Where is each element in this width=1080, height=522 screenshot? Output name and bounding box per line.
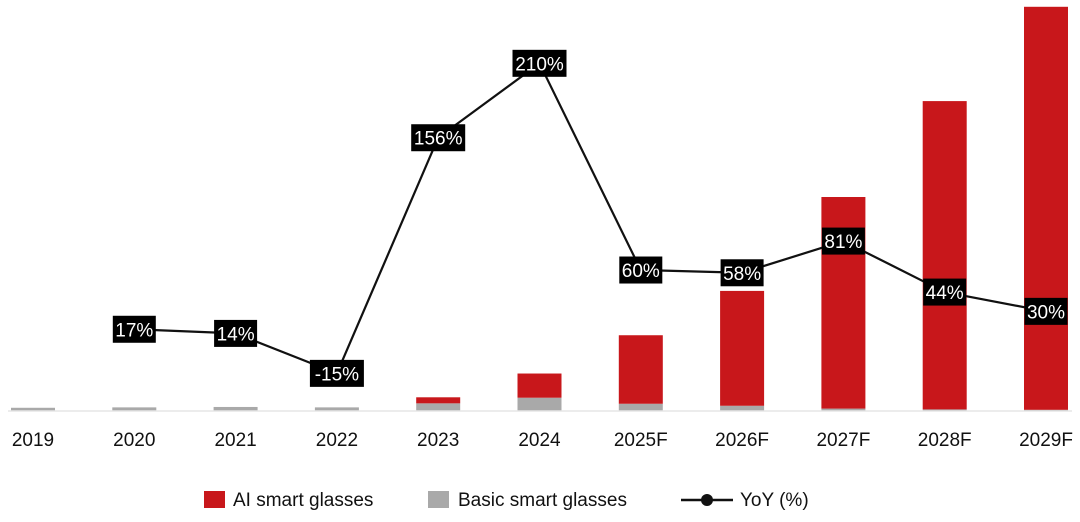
yoy-label-text: 30% [1027,302,1065,323]
yoy-label-text: 44% [926,283,964,304]
legend: AI smart glasses Basic smart glasses YoY (… [204,490,809,511]
yoy-label-box [720,259,764,287]
yoy-label-text: 17% [115,320,153,341]
yoy-label-2027F: 81% [821,227,865,255]
x-tick-label: 2028F [918,430,972,451]
legend-label-basic: Basic smart glasses [458,490,627,511]
yoy-label-box [214,319,258,347]
yoy-label-2028F: 44% [923,278,967,306]
legend-label-ai: AI smart glasses [233,490,373,511]
bar-basic-2025F [618,403,663,411]
yoy-label-2022: -15% [309,359,364,387]
bar-basic-2020 [112,407,157,411]
yoy-label-2029F: 30% [1024,297,1068,325]
bar-ai-2023 [416,397,461,404]
x-tick-label: 2026F [715,430,769,451]
yoy-label-2020: 17% [112,315,156,343]
x-tick-label: 2024 [518,430,561,451]
yoy-label-2025F: 60% [619,256,663,284]
x-tick-label: 2021 [214,430,256,451]
yoy-line [134,62,1047,375]
yoy-label-box [1024,297,1068,325]
yoy-label-box [309,359,364,387]
yoy-label-text: 58% [723,264,761,285]
yoy-label-box [411,124,466,152]
yoy-label-2024: 210% [512,49,567,77]
bar-ai-2025F [618,335,663,404]
yoy-line-layer [134,62,1047,375]
yoy-label-box [821,227,865,255]
legend-swatch-yoy-marker [701,494,713,506]
yoy-label-2023: 156% [411,124,466,152]
x-tick-labels: 2019 2020 2021 2022 2023 2024 2025F 2026F 2027F 2… [12,430,1073,451]
bar-basic-2028F [922,409,967,411]
bar-ai-2026F [720,290,765,406]
yoy-label-2026F: 58% [720,259,764,287]
bar-basic-2027F [821,408,866,411]
yoy-labels-layer: 17% 14% -15% 156% 210% 60% 58% 81% 44% 30% [112,49,1068,387]
bar-basic-2024 [517,397,562,411]
legend-swatch-basic [428,491,449,508]
x-tick-label: 2020 [113,430,155,451]
bar-ai-2028F [922,101,967,410]
x-tick-label: 2025F [614,430,668,451]
bar-ai-2029F [1024,6,1068,410]
legend-label-yoy: YoY (%) [740,490,809,511]
x-tick-label: 2023 [417,430,459,451]
bar-ai-2024 [517,373,562,398]
x-tick-label: 2019 [12,430,54,451]
legend-swatch-ai [204,491,225,508]
bar-basic-2021 [213,406,258,411]
yoy-label-box [512,49,567,77]
x-tick-label: 2027F [816,430,870,451]
yoy-label-2021: 14% [214,319,258,347]
yoy-label-text: -15% [315,364,359,385]
bar-basic-2022 [314,407,359,411]
yoy-label-text: 156% [414,129,463,150]
x-tick-label: 2029F [1019,430,1073,451]
yoy-label-box [112,315,156,343]
yoy-label-box [619,256,663,284]
yoy-label-text: 210% [515,54,564,75]
bar-basic-2026F [720,405,765,411]
x-tick-label: 2022 [316,430,358,451]
yoy-label-text: 60% [622,261,660,282]
yoy-label-text: 14% [217,324,255,345]
yoy-label-box [923,278,967,306]
yoy-label-text: 81% [824,232,862,253]
bar-basic-2023 [416,403,461,411]
bar-basic-2019 [11,407,55,411]
